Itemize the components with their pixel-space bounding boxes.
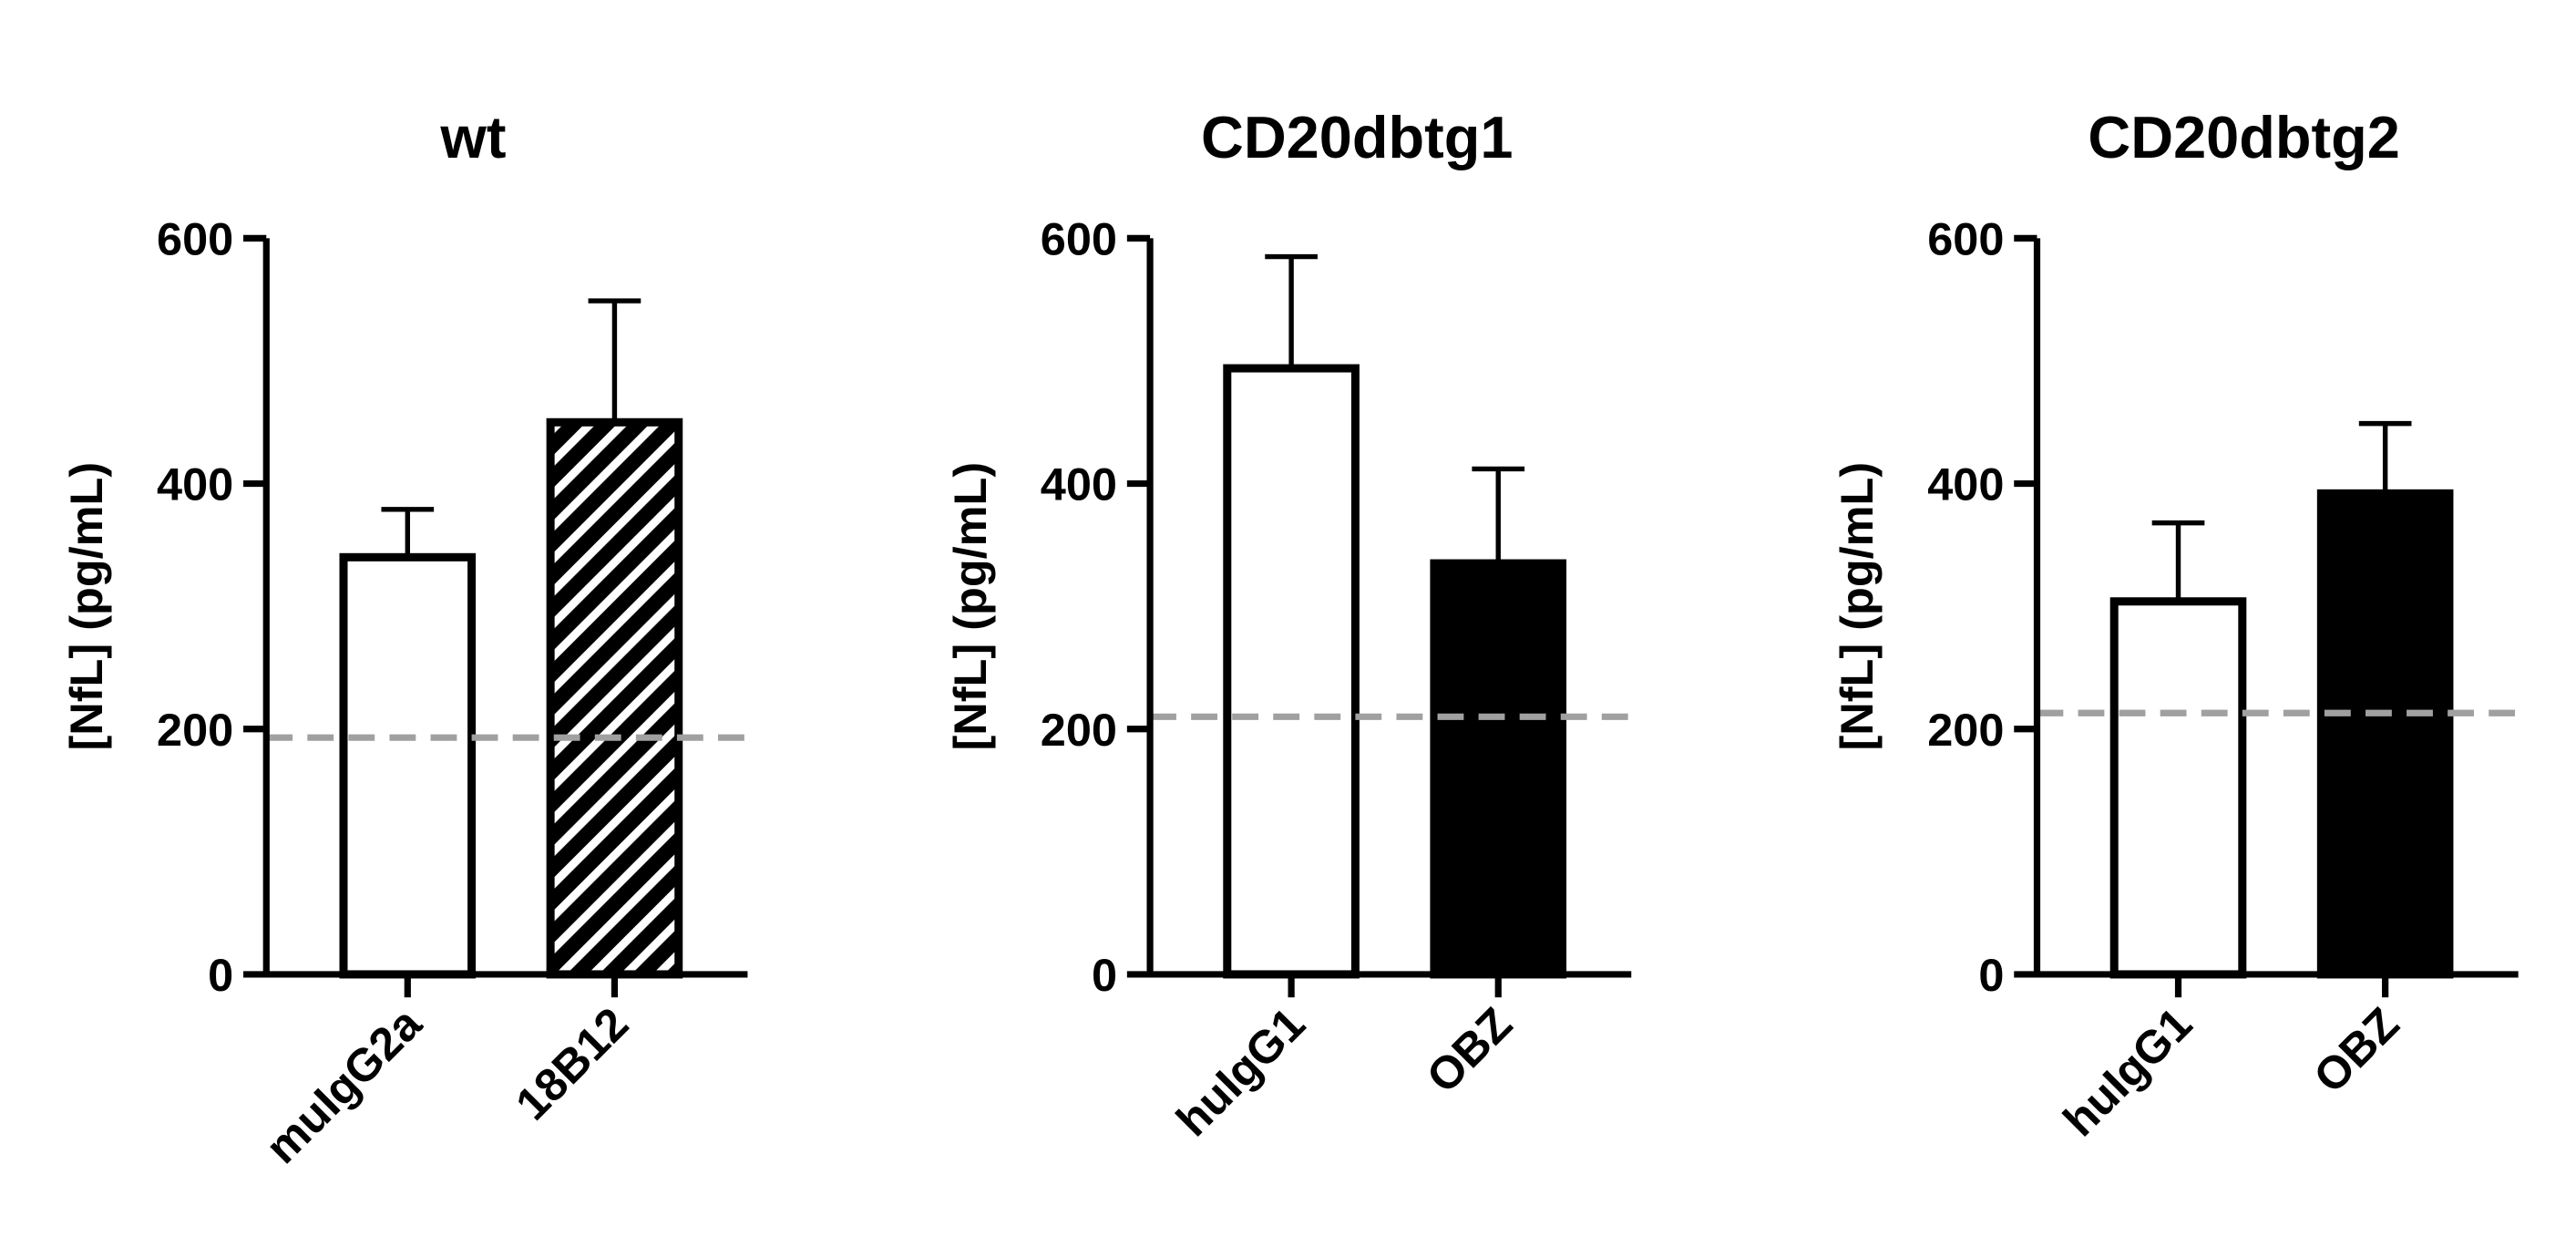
chart-title: wt — [439, 104, 506, 170]
bar — [1430, 559, 1567, 979]
y-axis-label: [NfL] (pg/mL) — [1831, 462, 1883, 751]
bar — [1223, 364, 1360, 979]
y-tick-label: 600 — [1927, 212, 2004, 264]
bar — [546, 417, 683, 979]
chart-title: CD20dbtg1 — [1201, 104, 1513, 170]
y-tick-label: 600 — [157, 212, 233, 264]
y-tick-label: 200 — [157, 704, 233, 756]
x-tick-label: 18B12 — [506, 997, 638, 1129]
y-tick-label: 200 — [1041, 704, 1117, 756]
y-tick-label: 0 — [208, 949, 233, 1001]
chart-title: CD20dbtg2 — [2088, 104, 2399, 170]
y-tick-label: 400 — [1041, 458, 1117, 510]
y-axis-label: [NfL] (pg/mL) — [944, 462, 996, 751]
x-tick-label: huIgG1 — [1166, 997, 1315, 1146]
x-tick-label: OBZ — [2304, 997, 2409, 1103]
y-tick-label: 0 — [1978, 949, 2004, 1001]
bar — [2316, 489, 2454, 979]
y-tick-label: 0 — [1092, 949, 1117, 1001]
y-tick-label: 200 — [1927, 704, 2004, 756]
x-tick-label: huIgG1 — [2053, 997, 2201, 1146]
x-tick-label: OBZ — [1416, 997, 1522, 1103]
x-tick-label: muIgG2a — [255, 996, 432, 1173]
y-tick-label: 400 — [157, 458, 233, 510]
y-axis-label: [NfL] (pg/mL) — [60, 462, 112, 751]
bar — [2109, 597, 2247, 979]
bar — [339, 552, 477, 979]
y-tick-label: 600 — [1041, 212, 1117, 264]
y-tick-label: 400 — [1927, 458, 2004, 510]
